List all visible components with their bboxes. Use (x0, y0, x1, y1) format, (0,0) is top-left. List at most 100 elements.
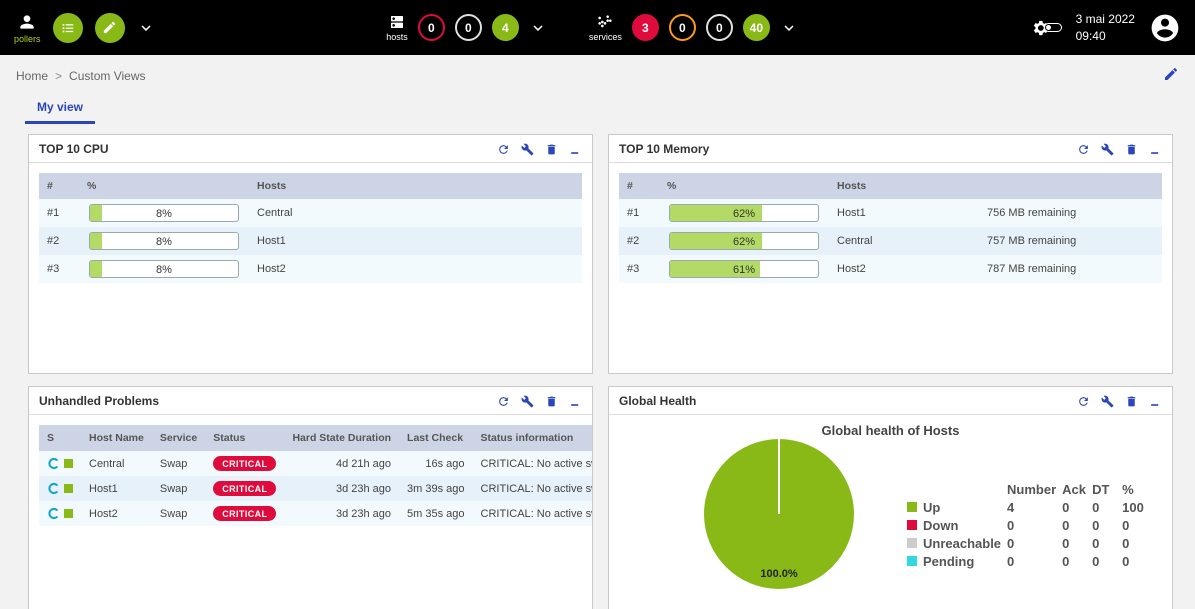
table-row: #1 62% Host1 756 MB remaining (619, 199, 1162, 227)
panel-title: Unhandled Problems (39, 394, 160, 408)
refresh-icon[interactable] (1077, 395, 1090, 408)
services-critical-badge[interactable]: 3 (631, 14, 659, 41)
trash-icon[interactable] (545, 395, 558, 408)
minimize-icon[interactable] (569, 395, 582, 408)
cpu-usage-value: 8% (156, 208, 172, 220)
rank-cell: #2 (47, 235, 60, 247)
service-name[interactable]: Swap (159, 507, 188, 520)
panel-title: Global Health (619, 394, 697, 408)
minimize-icon[interactable] (1149, 143, 1162, 156)
services-unknown-badge[interactable]: 0 (705, 14, 733, 41)
legend-number: 0 (1007, 553, 1015, 569)
pollers-chevron-down-icon[interactable] (137, 19, 155, 37)
wrench-icon[interactable] (1101, 143, 1114, 156)
host-name[interactable]: Host1 (257, 235, 286, 247)
host-name[interactable]: Host1 (837, 207, 866, 219)
pollers-menu[interactable]: pollers (14, 12, 41, 44)
host-name[interactable]: Host2 (837, 263, 866, 275)
services-icon (597, 14, 613, 30)
legend-pct: 0 (1122, 535, 1130, 551)
panel-top-memory: TOP 10 Memory # % Hosts #1 62% (608, 134, 1173, 374)
table-row: #3 61% Host2 787 MB remaining (619, 255, 1162, 283)
refresh-icon[interactable] (497, 395, 510, 408)
column-header: Service (151, 425, 206, 451)
poller-list-button[interactable] (52, 12, 83, 43)
wrench-icon[interactable] (521, 395, 534, 408)
user-avatar[interactable] (1149, 12, 1181, 44)
time-text: 09:40 (1075, 28, 1106, 43)
services-label: services (588, 31, 622, 42)
service-name[interactable]: Swap (159, 482, 188, 495)
edit-view-button[interactable] (1163, 66, 1179, 85)
services-status-group: services 3 0 0 40 (589, 14, 798, 42)
status-information: CRITICAL: No active swap (480, 507, 592, 520)
trash-icon[interactable] (1125, 143, 1138, 156)
hosts-menu[interactable]: hosts (386, 14, 408, 42)
legend-number: 0 (1007, 535, 1015, 551)
legend-dt: 0 (1092, 517, 1100, 533)
toggle-icon (1043, 23, 1062, 32)
host-name[interactable]: Central (837, 235, 873, 247)
pencil-icon (102, 20, 117, 35)
refresh-icon[interactable] (1077, 143, 1090, 156)
hosts-status-group: hosts 0 0 4 (386, 14, 547, 42)
wrench-icon[interactable] (1101, 395, 1114, 408)
cpu-usage-value: 8% (156, 236, 172, 248)
status-information: CRITICAL: No active swap (480, 457, 592, 470)
minimize-icon[interactable] (1149, 395, 1162, 408)
settings-toggle-button[interactable] (1030, 18, 1062, 38)
hosts-chevron-down-icon[interactable] (529, 19, 547, 37)
host-name[interactable]: Central (89, 457, 125, 470)
top-navigation-bar: pollers hosts 0 0 4 (0, 0, 1195, 55)
view-tabs: My view (0, 94, 1195, 124)
hard-state-duration: 4d 21h ago (335, 457, 392, 470)
table-row: #3 8% Host2 (39, 255, 582, 283)
column-header: Status (205, 425, 285, 451)
host-name[interactable]: Host2 (257, 263, 286, 275)
hard-state-duration: 3d 23h ago (335, 482, 392, 495)
services-ok-badge[interactable]: 40 (742, 14, 770, 41)
services-warning-badge[interactable]: 0 (668, 14, 696, 41)
column-header: % (79, 173, 249, 199)
trash-icon[interactable] (545, 143, 558, 156)
hard-state-duration: 3d 23h ago (335, 507, 392, 520)
hosts-up-badge[interactable]: 4 (491, 14, 519, 41)
last-check: 5m 35s ago (407, 507, 465, 520)
services-chevron-down-icon[interactable] (780, 19, 798, 37)
host-name[interactable]: Host1 (89, 482, 118, 495)
legend-label: Down (923, 517, 959, 533)
hosts-health-pie-chart: 100.0% (704, 439, 854, 589)
rank-cell: #1 (47, 207, 60, 219)
breadcrumb: Home > Custom Views (0, 55, 1195, 94)
host-name[interactable]: Central (257, 207, 293, 219)
services-menu[interactable]: services (589, 14, 622, 42)
host-status-square (64, 459, 73, 468)
memory-remaining: 787 MB remaining (987, 263, 1077, 275)
poller-person-icon (17, 12, 37, 32)
hosts-unreachable-badge[interactable]: 0 (454, 14, 482, 41)
breadcrumb-current[interactable]: Custom Views (69, 68, 146, 83)
last-check: 16s ago (425, 457, 465, 470)
legend-row: Up 4 0 0 100 (904, 498, 1149, 516)
rank-cell: #3 (47, 263, 60, 275)
host-name[interactable]: Host2 (89, 507, 118, 520)
column-header: Status information (472, 425, 592, 451)
top-memory-table: # % Hosts #1 62% Host1 756 MB remaining … (619, 173, 1162, 283)
column-header: S (39, 425, 81, 451)
wrench-icon[interactable] (521, 143, 534, 156)
list-icon (60, 20, 76, 36)
breadcrumb-home[interactable]: Home (16, 68, 49, 83)
centreon-c-icon (47, 482, 60, 495)
hosts-label: hosts (386, 31, 408, 42)
centreon-c-icon (47, 457, 60, 470)
legend-label: Pending (923, 553, 975, 569)
status-information: CRITICAL: No active swap (480, 482, 592, 495)
refresh-icon[interactable] (497, 143, 510, 156)
legend-swatch-up (907, 501, 917, 512)
tab-my-view[interactable]: My view (25, 94, 96, 124)
minimize-icon[interactable] (569, 143, 582, 156)
hosts-down-badge[interactable]: 0 (417, 14, 445, 41)
service-name[interactable]: Swap (159, 457, 188, 470)
export-configuration-button[interactable] (94, 12, 125, 43)
trash-icon[interactable] (1125, 395, 1138, 408)
